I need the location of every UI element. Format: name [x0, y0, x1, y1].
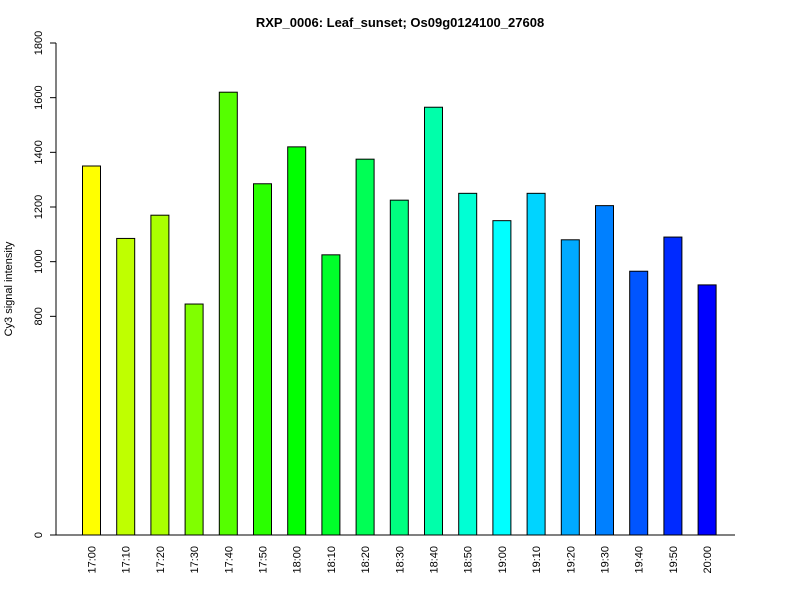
bar-1840	[424, 106, 443, 536]
x-tick-label: 18:50	[463, 546, 475, 574]
bar-1950	[663, 236, 683, 536]
x-tick-label: 19:30	[600, 546, 612, 574]
x-tick-label: 18:40	[429, 546, 441, 574]
bar-1920	[560, 239, 580, 536]
bar-1940	[629, 270, 649, 536]
x-tick-label: 19:00	[497, 546, 509, 574]
x-tick-label: 17:20	[155, 546, 167, 574]
x-tick-label: 19:10	[531, 546, 543, 574]
y-tick-label: 1200	[33, 195, 45, 219]
chart-title: RXP_0006: Leaf_sunset; Os09g0124100_2760…	[256, 15, 544, 30]
x-tick-label: 19:50	[668, 546, 680, 574]
bar-1850	[458, 192, 478, 536]
bar-1900	[492, 220, 512, 536]
bar-1740	[218, 91, 238, 536]
x-tick-label: 19:40	[634, 546, 646, 574]
y-axis-ticks: 0 800 1000 1200 1400 1600 1800	[33, 31, 56, 538]
x-axis-ticks: 17:00 17:10 17:20 17:30 17:40 17:50 18:00 18:10…	[87, 546, 715, 574]
x-tick-label: 17:00	[87, 546, 99, 574]
bar-1700	[82, 165, 101, 536]
bar-1710	[116, 237, 136, 536]
x-tick-label: 19:20	[565, 546, 577, 574]
x-tick-label: 18:00	[292, 546, 304, 574]
x-tick-label: 17:50	[258, 546, 270, 574]
bar-1750	[253, 183, 272, 536]
y-tick-label: 1400	[33, 140, 45, 164]
bar-1930	[595, 205, 614, 536]
bars-group	[82, 91, 717, 536]
y-tick-label: 1000	[33, 249, 45, 273]
y-tick-label: 1800	[33, 31, 45, 55]
bar-2000	[697, 284, 717, 536]
x-tick-label: 18:20	[360, 546, 372, 574]
y-tick-label: 800	[33, 307, 45, 325]
x-tick-label: 18:10	[326, 546, 338, 574]
bar-1800	[287, 146, 307, 536]
y-tick-label: 1600	[33, 85, 45, 109]
x-tick-label: 17:30	[189, 546, 201, 574]
x-tick-label: 18:30	[394, 546, 406, 574]
y-axis-label: Cy3 signal intensity	[3, 241, 15, 336]
bar-1910	[526, 192, 546, 536]
bar-1820	[355, 158, 375, 536]
x-tick-label: 17:40	[223, 546, 235, 574]
bar-1720	[150, 214, 170, 536]
bar-1810	[321, 254, 341, 536]
x-tick-label: 20:00	[702, 546, 714, 574]
y-tick-label: 0	[33, 532, 45, 538]
bar-1830	[389, 199, 409, 536]
bar-1730	[184, 303, 204, 536]
x-tick-label: 17:10	[121, 546, 133, 574]
